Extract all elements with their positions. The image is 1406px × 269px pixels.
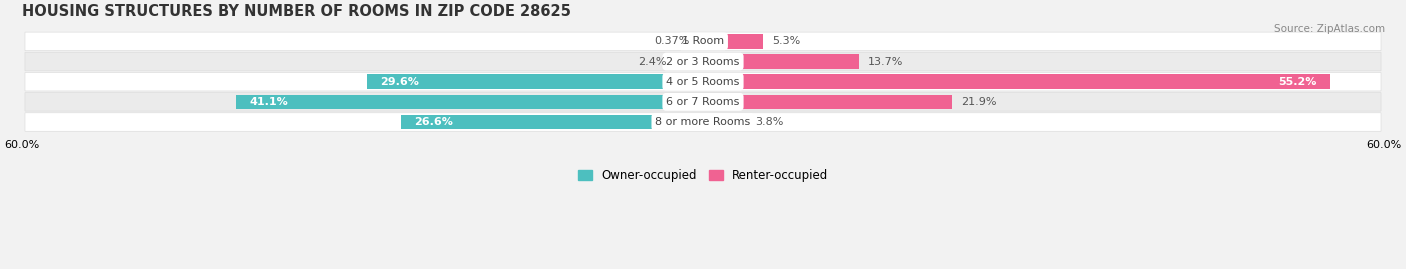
Bar <box>703 54 859 69</box>
Bar <box>703 95 952 109</box>
Bar <box>236 95 703 109</box>
Text: 3.8%: 3.8% <box>755 117 783 127</box>
Legend: Owner-occupied, Renter-occupied: Owner-occupied, Renter-occupied <box>572 164 834 187</box>
Bar <box>703 34 763 49</box>
Bar <box>699 34 703 49</box>
Text: 0.37%: 0.37% <box>654 36 690 46</box>
FancyBboxPatch shape <box>25 93 1381 111</box>
Text: 13.7%: 13.7% <box>868 56 903 66</box>
Bar <box>703 75 1330 89</box>
Text: 2 or 3 Rooms: 2 or 3 Rooms <box>666 56 740 66</box>
Text: Source: ZipAtlas.com: Source: ZipAtlas.com <box>1274 24 1385 34</box>
Text: 2.4%: 2.4% <box>638 56 666 66</box>
Text: 4 or 5 Rooms: 4 or 5 Rooms <box>666 77 740 87</box>
Text: 55.2%: 55.2% <box>1278 77 1316 87</box>
Bar <box>703 115 747 129</box>
Bar <box>401 115 703 129</box>
FancyBboxPatch shape <box>25 72 1381 91</box>
FancyBboxPatch shape <box>25 113 1381 131</box>
Text: 5.3%: 5.3% <box>772 36 800 46</box>
Text: 26.6%: 26.6% <box>415 117 454 127</box>
Text: HOUSING STRUCTURES BY NUMBER OF ROOMS IN ZIP CODE 28625: HOUSING STRUCTURES BY NUMBER OF ROOMS IN… <box>21 4 571 19</box>
Text: 41.1%: 41.1% <box>250 97 288 107</box>
Text: 29.6%: 29.6% <box>381 77 419 87</box>
Text: 6 or 7 Rooms: 6 or 7 Rooms <box>666 97 740 107</box>
FancyBboxPatch shape <box>25 32 1381 51</box>
Text: 1 Room: 1 Room <box>682 36 724 46</box>
Bar <box>367 75 703 89</box>
Bar <box>676 54 703 69</box>
FancyBboxPatch shape <box>25 52 1381 71</box>
Text: 21.9%: 21.9% <box>960 97 997 107</box>
Text: 8 or more Rooms: 8 or more Rooms <box>655 117 751 127</box>
